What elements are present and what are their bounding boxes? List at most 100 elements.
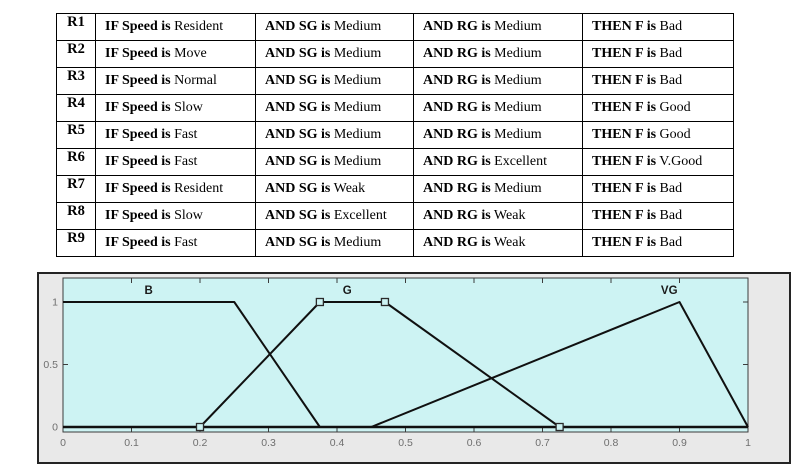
- rule-sg-cell-value: Medium: [333, 127, 382, 142]
- rule-rg-cell: AND RG is Excellent: [413, 148, 583, 176]
- table-row: R3 IF Speed is Normal AND SG is Medium AND …: [56, 67, 734, 95]
- rule-f-cell-value: Bad: [659, 19, 683, 34]
- rule-speed-cell: IF Speed is Normal: [95, 67, 256, 95]
- rule-speed-cell-prefix: IF Speed is: [105, 127, 171, 142]
- series-label-G: G: [343, 285, 352, 297]
- rule-sg-cell: AND SG is Medium: [255, 148, 414, 176]
- x-tick-label: 0.4: [330, 437, 345, 449]
- rule-sg-cell-value: Medium: [333, 154, 382, 169]
- rule-rg-cell-value: Medium: [494, 73, 542, 88]
- rule-speed-cell-prefix: IF Speed is: [105, 208, 171, 223]
- table-row: R9 IF Speed is Fast AND SG is Medium AND RG…: [56, 229, 734, 257]
- series-label-VG: VG: [661, 285, 678, 297]
- rule-rg-cell-value: Medium: [494, 100, 542, 115]
- rule-rg-cell: AND RG is Medium: [413, 40, 583, 68]
- x-tick-label: 0.3: [261, 437, 276, 449]
- rule-rg-cell-prefix: AND RG is: [423, 73, 491, 88]
- rule-sg-cell-value: Medium: [333, 100, 382, 115]
- rule-f-cell: THEN F is Good: [582, 121, 734, 149]
- table-row: R4 IF Speed is Slow AND SG is Medium AND RG…: [56, 94, 734, 122]
- rule-speed-cell-value: Resident: [174, 19, 224, 34]
- rule-speed-cell-value: Fast: [174, 127, 198, 142]
- rule-sg-cell-prefix: AND SG is: [265, 181, 331, 196]
- rule-rg-cell-prefix: AND RG is: [423, 154, 491, 169]
- rule-rg-cell-value: Medium: [494, 127, 542, 142]
- rule-rg-cell-prefix: AND RG is: [423, 127, 491, 142]
- rule-f-cell-prefix: THEN F is: [592, 127, 657, 142]
- rule-f-cell-value: Bad: [659, 235, 683, 250]
- rule-f-cell-value: Bad: [659, 73, 683, 88]
- rule-f-cell: THEN F is V.Good: [582, 148, 734, 176]
- series-label-B: B: [144, 285, 152, 297]
- rule-f-cell-value: Bad: [659, 46, 683, 61]
- rule-speed-cell-prefix: IF Speed is: [105, 46, 171, 61]
- rule-id-cell: R8: [56, 202, 96, 230]
- rule-f-cell: THEN F is Bad: [582, 175, 734, 203]
- rule-speed-cell-value: Slow: [174, 100, 203, 115]
- rule-f-cell-prefix: THEN F is: [592, 154, 657, 169]
- rule-speed-cell-value: Fast: [174, 154, 198, 169]
- rule-id-cell: R7: [56, 175, 96, 203]
- rule-rg-cell-prefix: AND RG is: [423, 46, 491, 61]
- rule-rg-cell-prefix: AND RG is: [423, 235, 491, 250]
- rule-sg-cell-value: Medium: [333, 235, 382, 250]
- rule-rg-cell: AND RG is Weak: [413, 229, 583, 257]
- x-tick-label: 0.6: [467, 437, 482, 449]
- x-tick-label: 0.2: [193, 437, 208, 449]
- y-tick-label: 0: [52, 422, 58, 434]
- rule-speed-cell-prefix: IF Speed is: [105, 73, 171, 88]
- rule-speed-cell-prefix: IF Speed is: [105, 19, 171, 34]
- rule-rg-cell-value: Weak: [493, 208, 526, 223]
- rule-sg-cell: AND SG is Medium: [255, 121, 414, 149]
- table-row: R1 IF Speed is Resident AND SG is Medium AN…: [56, 13, 734, 41]
- y-tick-label: 1: [52, 297, 58, 309]
- rule-sg-cell-value: Weak: [333, 181, 366, 196]
- rule-f-cell-value: Bad: [659, 181, 683, 196]
- rule-speed-cell: IF Speed is Fast: [95, 229, 256, 257]
- rule-sg-cell: AND SG is Medium: [255, 40, 414, 68]
- rule-rg-cell-prefix: AND RG is: [423, 19, 491, 34]
- rule-id-cell: R5: [56, 121, 96, 149]
- rule-f-cell: THEN F is Bad: [582, 40, 734, 68]
- rule-sg-cell-value: Medium: [333, 46, 382, 61]
- rule-sg-cell-prefix: AND SG is: [265, 208, 331, 223]
- rule-sg-cell-value: Medium: [333, 73, 382, 88]
- rule-rg-cell-value: Excellent: [494, 154, 548, 169]
- rule-f-cell-prefix: THEN F is: [592, 235, 657, 250]
- rule-f-cell-prefix: THEN F is: [592, 46, 657, 61]
- membership-function-figure: 0 0.1 0.2 0.3 0.4 0.5 0.6 0.7 0.8 0.9 1 0 0.5 1 B G VG: [37, 272, 791, 464]
- rule-f-cell-prefix: THEN F is: [592, 19, 657, 34]
- rule-sg-cell-prefix: AND SG is: [265, 73, 331, 88]
- table-row: R2 IF Speed is Move AND SG is Medium AND RG…: [56, 40, 734, 68]
- rule-sg-cell: AND SG is Weak: [255, 175, 414, 203]
- series-marker-G: [555, 422, 564, 432]
- rule-rg-cell: AND RG is Medium: [413, 13, 583, 41]
- rule-f-cell-value: Good: [659, 127, 691, 142]
- rule-speed-cell-prefix: IF Speed is: [105, 235, 171, 250]
- rule-sg-cell: AND SG is Medium: [255, 94, 414, 122]
- rule-id-cell: R9: [56, 229, 96, 257]
- rule-id-cell: R4: [56, 94, 96, 122]
- rule-f-cell-prefix: THEN F is: [592, 100, 657, 115]
- rule-f-cell: THEN F is Good: [582, 94, 734, 122]
- rule-sg-cell-value: Excellent: [333, 208, 387, 223]
- rules-table-body: R1 IF Speed is Resident AND SG is Medium AN…: [56, 13, 734, 257]
- rule-id-cell: R6: [56, 148, 96, 176]
- rule-speed-cell-value: Slow: [174, 208, 203, 223]
- rule-speed-cell-value: Move: [174, 46, 207, 61]
- rule-rg-cell: AND RG is Medium: [413, 94, 583, 122]
- rule-sg-cell: AND SG is Medium: [255, 13, 414, 41]
- series-line-B: [63, 301, 321, 428]
- series-marker-G: [315, 297, 325, 307]
- rule-speed-cell: IF Speed is Move: [95, 40, 256, 68]
- rule-rg-cell-prefix: AND RG is: [423, 181, 491, 196]
- rule-f-cell: THEN F is Bad: [582, 202, 734, 230]
- table-row: R8 IF Speed is Slow AND SG is Excellent AND…: [56, 202, 734, 230]
- rule-sg-cell-prefix: AND SG is: [265, 46, 331, 61]
- rule-rg-cell: AND RG is Weak: [413, 202, 583, 230]
- rule-speed-cell-value: Resident: [174, 181, 224, 196]
- rule-id-cell: R2: [56, 40, 96, 68]
- x-tick-label: 1: [745, 437, 751, 449]
- series-line-G: [199, 301, 561, 428]
- rule-speed-cell-prefix: IF Speed is: [105, 154, 171, 169]
